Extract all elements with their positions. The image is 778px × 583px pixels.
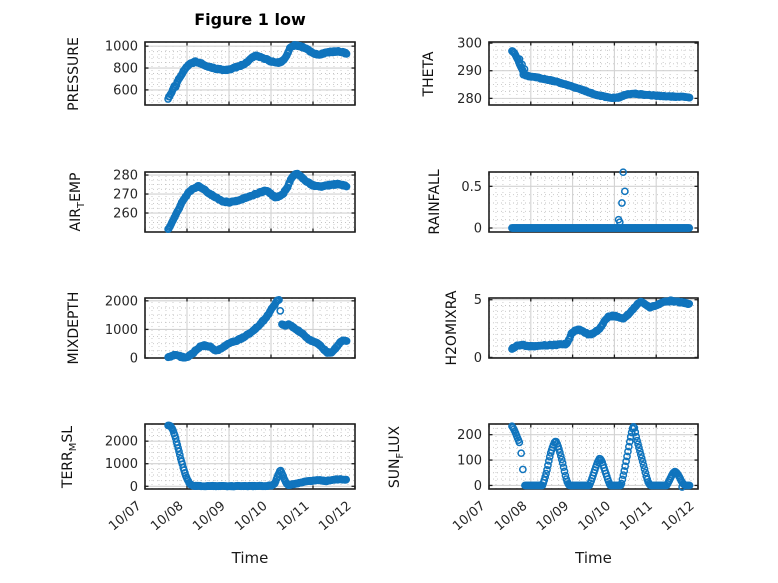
y-tick-labels: 05 [474,293,482,366]
data-point-outlier [619,168,628,177]
y-tick-labels: 260 270 280 [113,169,138,222]
axes-frame [144,297,356,359]
y-tick-label: 200 [457,428,482,443]
tick-marks [488,298,699,359]
data-point-outlier [517,449,526,458]
data-point-outlier [519,70,528,79]
tick-marks [144,42,356,105]
x-tick-label: 10/11 [274,499,312,535]
axes-frame [144,171,356,233]
x-tick-label: 10/11 [617,499,655,535]
y-tick-label: 1000 [105,457,138,472]
tick-marks [144,298,356,359]
ylabel-terr-msl: TERRMSL [60,425,79,488]
minor-grid [489,172,698,232]
data-points [164,296,351,362]
y-tick-labels: 00.5 [461,180,482,237]
x-tick-labels: 10/07 10/08 10/09 10/10 10/11 10/12 [450,499,697,535]
subplot-mixdepth: 0 1000 2000 [105,294,356,367]
y-tick-label: 0 [130,352,138,367]
x-tick-label: 10/10 [232,499,270,535]
ylabel-sun-flux: SUNFLUX [387,425,406,488]
axes-frame [488,41,699,106]
y-tick-label: 0 [474,479,482,494]
y-tick-labels: 0 1000 2000 [105,435,138,495]
tick-marks [144,172,356,232]
data-point-outlier [621,187,629,196]
data-point-outlier [678,483,686,491]
subplot-theta: 280 290 300 [457,37,699,107]
data-points [164,40,351,103]
major-grid [145,172,355,232]
major-grid [489,172,698,232]
axes-frame [144,41,356,106]
y-tick-label: 0 [474,351,482,366]
y-tick-labels: 0 100 200 [457,428,482,494]
data-points [164,421,351,491]
x-tick-label: 10/09 [190,499,228,535]
data-points [508,422,694,491]
tick-marks [488,42,699,105]
y-tick-labels: 600 800 1000 [105,40,138,99]
major-grid [489,42,698,105]
x-tick-label: 10/07 [106,499,144,535]
y-tick-label: 280 [113,169,138,184]
y-tick-label: 0 [474,222,482,237]
minor-grid [145,172,355,232]
subplot-terr-msl: 0 1000 2000 10/07 10/08 10/09 10/10 10/11 10/12 [105,421,356,535]
y-tick-label: 100 [457,454,482,469]
tick-marks [488,172,699,232]
y-tick-label: 0 [130,480,138,495]
y-tick-label: 800 [113,62,138,77]
x-tick-label: 10/08 [492,499,530,535]
x-axis-label-right: Time [575,549,612,567]
subplot-rainfall: 00.5 [461,168,699,237]
y-tick-label: 1000 [105,40,138,55]
x-tick-label: 10/07 [450,499,488,535]
y-tick-label: 300 [457,37,482,52]
data-point-outlier [618,199,626,207]
y-tick-label: 280 [457,92,482,107]
x-tick-labels: 10/07 10/08 10/09 10/10 10/11 10/12 [106,499,354,535]
ylabel-h2omixra: H2OMIXRA [444,290,460,366]
x-tick-label: 10/12 [659,499,697,535]
y-tick-label: 2000 [105,294,138,309]
y-tick-labels: 0 1000 2000 [105,294,138,366]
subplot-sun-flux: 0 100 200 10/07 10/08 10/09 10/10 10/11 10/12 [450,422,699,535]
y-tick-label: 270 [113,188,138,203]
data-points [508,47,694,102]
x-axis-label-left: Time [231,549,269,567]
data-points [164,169,351,233]
data-point-outlier [276,307,285,315]
figure-title: Figure 1 low [194,10,306,29]
y-tick-labels: 280 290 300 [457,37,482,107]
minor-grid [145,424,355,489]
y-tick-label: 1000 [105,323,138,338]
x-tick-label: 10/10 [576,499,614,535]
data-point-outlier [615,218,624,227]
axes-frame [488,171,699,233]
x-tick-label: 10/08 [148,499,186,535]
y-tick-label: 2000 [105,435,138,450]
x-tick-label: 10/12 [316,499,354,535]
y-tick-label: 290 [457,64,482,79]
y-tick-label: 260 [113,207,138,222]
x-tick-label: 10/09 [534,499,572,535]
axes-frame [488,297,699,359]
subplot-air-temp: 260 270 280 [113,169,356,233]
subplot-pressure: 600 800 1000 [105,40,356,106]
subplot-h2omixra: 05 [474,293,699,366]
data-point-outlier [519,465,527,474]
data-points [508,296,694,353]
axes-frame [488,423,699,490]
y-tick-label: 0.5 [461,180,482,195]
data-points [508,168,694,232]
y-tick-label: 600 [113,83,138,98]
y-tick-label: 5 [474,293,482,308]
